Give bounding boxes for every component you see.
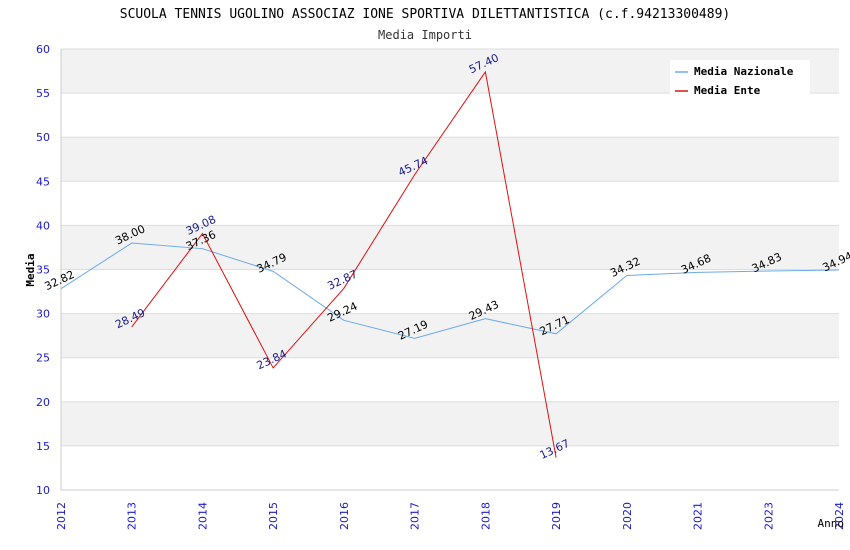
series-line-media-ente bbox=[131, 70, 557, 458]
grid-band bbox=[61, 401, 839, 446]
series-line-media-nazionale bbox=[60, 242, 840, 339]
grid-band bbox=[61, 137, 839, 182]
y-axis: 10 15 20 25 30 35 40 45 50 55 60 bbox=[36, 43, 62, 497]
legend-label-media-ente: Media Ente bbox=[694, 84, 761, 97]
grid-band bbox=[61, 225, 839, 270]
grid-band bbox=[61, 313, 839, 358]
x-tick-label: 2015 bbox=[267, 502, 280, 530]
x-tick-label: 2020 bbox=[621, 502, 634, 530]
y-tick-label: 10 bbox=[36, 484, 50, 497]
x-tick-label: 2014 bbox=[196, 502, 209, 530]
x-tick-label: 2017 bbox=[409, 502, 422, 530]
x-tick-label: 2023 bbox=[762, 502, 775, 530]
y-axis-title: Media bbox=[24, 253, 37, 286]
y-tick-label: 35 bbox=[36, 264, 50, 277]
series-group bbox=[60, 70, 840, 458]
y-tick-label: 45 bbox=[36, 175, 50, 188]
y-tick-label: 30 bbox=[36, 308, 50, 321]
y-tick-label: 55 bbox=[36, 87, 50, 100]
x-tick-label: 2013 bbox=[126, 502, 139, 530]
x-axis: 2012 2013 2014 2015 2016 2017 2018 2019 2020 2021… bbox=[55, 489, 846, 530]
y-tick-label: 40 bbox=[36, 219, 50, 232]
legend: Media Nazionale Media Ente bbox=[670, 60, 810, 97]
legend-box bbox=[670, 60, 810, 96]
y-tick-label: 25 bbox=[36, 352, 50, 365]
legend-label-media-nazionale: Media Nazionale bbox=[694, 65, 794, 78]
x-tick-label: 2019 bbox=[550, 502, 563, 530]
x-tick-label: 2021 bbox=[692, 502, 705, 530]
x-tick-label: 2018 bbox=[479, 502, 492, 530]
x-tick-label: 2012 bbox=[55, 502, 68, 530]
y-tick-label: 50 bbox=[36, 131, 50, 144]
y-tick-label: 20 bbox=[36, 396, 50, 409]
y-tick-label: 15 bbox=[36, 440, 50, 453]
x-axis-title: Anno bbox=[818, 517, 845, 530]
x-tick-label: 2024 bbox=[833, 502, 846, 530]
x-tick-label: 2016 bbox=[338, 502, 351, 530]
chart-title: SCUOLA TENNIS UGOLINO ASSOCIAZ IONE SPOR… bbox=[120, 7, 730, 22]
chart-subtitle: Media Importi bbox=[378, 28, 472, 42]
y-tick-label: 60 bbox=[36, 43, 50, 56]
